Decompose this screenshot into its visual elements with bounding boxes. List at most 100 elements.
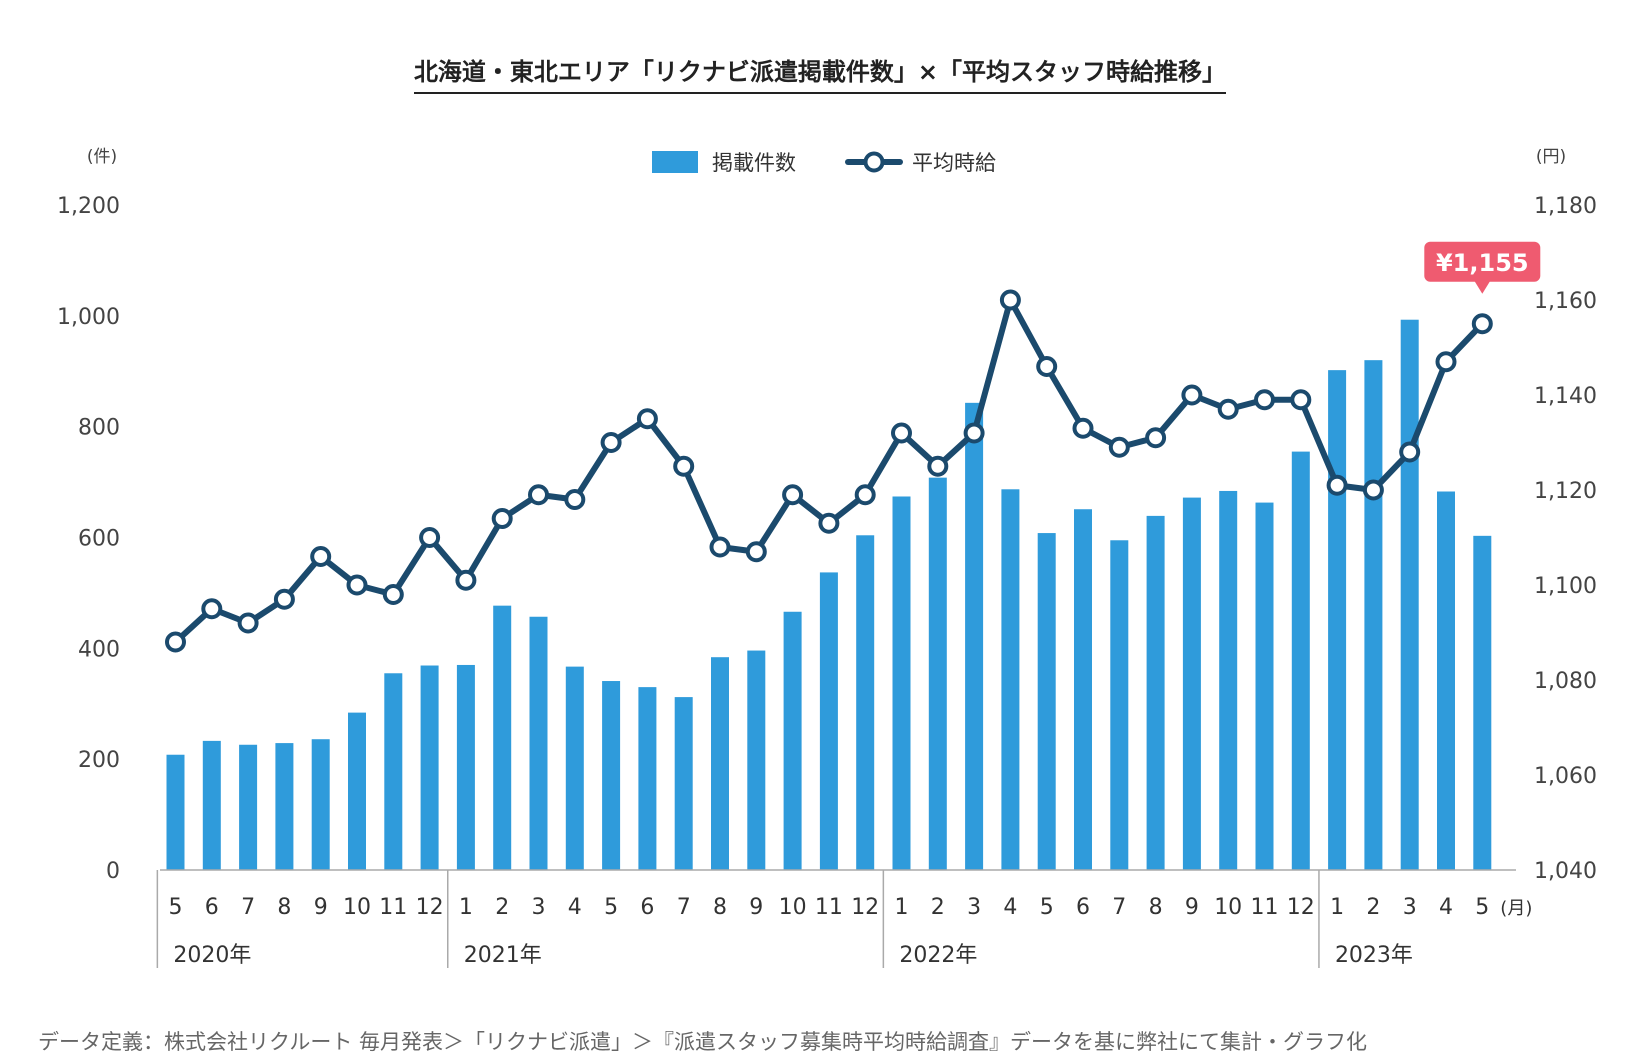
x-tick-label: 1 <box>895 895 909 920</box>
x-tick-label: 3 <box>532 895 546 920</box>
line-point <box>528 484 549 506</box>
right-axis-tick-label: 1,140 <box>1534 384 1597 409</box>
bar <box>819 572 838 870</box>
x-tick-label: 3 <box>1403 895 1417 920</box>
legend-line-marker <box>863 151 885 173</box>
line-point <box>491 508 513 529</box>
right-axis-tick-label: 1,160 <box>1534 289 1597 314</box>
bar <box>1001 489 1020 870</box>
line-point <box>745 541 767 563</box>
bar <box>1255 502 1274 870</box>
right-axis-tick-label: 1,060 <box>1534 764 1597 789</box>
year-label: 2021年 <box>464 943 542 968</box>
right-axis-tick-label: 1,180 <box>1534 194 1597 219</box>
line-point <box>782 484 804 506</box>
annotation: ¥1,155 <box>1424 241 1541 294</box>
x-tick-label: 1 <box>1330 895 1344 920</box>
line-point <box>999 289 1021 311</box>
left-axis-tick-label: 600 <box>78 527 120 552</box>
bar <box>348 712 366 870</box>
bar <box>565 666 584 870</box>
bar <box>674 697 693 870</box>
line-point <box>237 612 259 634</box>
bar <box>384 673 403 870</box>
annotation-label: ¥1,155 <box>1436 249 1529 277</box>
line-point <box>1145 427 1167 449</box>
x-tick-label: 5 <box>169 895 183 920</box>
x-tick-label: 5 <box>1475 895 1489 920</box>
chart-svg: (件) 0 200 400 600 800 1,000 1,200 (円) 1,040 1,060… <box>57 147 1597 968</box>
line-point <box>201 598 223 620</box>
line-point <box>927 455 949 477</box>
line-point <box>310 546 332 567</box>
left-axis-tick-label: 0 <box>106 859 120 884</box>
legend: 掲載件数 平均時給 <box>652 151 996 175</box>
bar <box>1219 490 1238 870</box>
x-tick-label: 5 <box>1040 895 1054 920</box>
x-tick-label: 9 <box>1185 895 1199 920</box>
bar <box>928 477 947 870</box>
right-axis-tick-label: 1,120 <box>1534 479 1597 504</box>
bar <box>602 681 621 870</box>
left-axis-tick-label: 1,200 <box>57 194 120 219</box>
x-axis: 5 6 7 8 9 10 11 12 1 2 3 4 5 6 7 8 9 10 11 12 1 2 3 4 5 6 7 8 9 10 11 1… <box>156 869 1532 968</box>
legend-line-label: 平均時給 <box>912 151 996 175</box>
line-point <box>891 422 912 444</box>
bar <box>239 744 258 870</box>
line-point <box>600 432 622 453</box>
line-point <box>1290 389 1312 411</box>
bar <box>493 605 512 870</box>
line-point <box>1362 479 1384 501</box>
x-tick-label: 11 <box>379 895 407 920</box>
x-tick-label: 10 <box>779 895 807 920</box>
bar <box>638 687 657 870</box>
bar <box>1400 319 1419 870</box>
line-point <box>1108 436 1130 458</box>
x-tick-label: 9 <box>314 895 328 920</box>
x-tick-label: 7 <box>241 895 255 920</box>
x-tick-label: 3 <box>967 895 981 920</box>
x-tick-label: 9 <box>749 895 763 920</box>
x-tick-label: 12 <box>851 895 879 920</box>
right-axis-tick-label: 1,040 <box>1534 859 1597 884</box>
x-tick-label: 1 <box>459 895 473 920</box>
bar <box>202 740 221 870</box>
line-point <box>455 569 477 591</box>
x-tick-label: 8 <box>713 895 727 920</box>
line-point <box>419 527 441 548</box>
legend-bar-label: 掲載件数 <box>712 151 796 175</box>
legend-bar-swatch <box>652 151 698 173</box>
right-axis-unit: (円) <box>1536 147 1566 167</box>
left-axis-tick-label: 400 <box>78 637 120 662</box>
bar <box>456 664 475 870</box>
left-axis-unit: (件) <box>87 147 117 167</box>
x-tick-label: 12 <box>1287 895 1315 920</box>
x-tick-label: 8 <box>1149 895 1163 920</box>
line-point <box>1036 356 1058 377</box>
footnote: データ定義：株式会社リクルート 毎月発表＞「リクナビ派遣」＞『派遣スタッフ募集時… <box>38 1030 1368 1054</box>
x-tick-label: 5 <box>604 895 618 920</box>
line-point <box>273 588 295 610</box>
x-tick-label: 4 <box>1003 895 1017 920</box>
x-tick-label: 4 <box>568 895 582 920</box>
x-tick-label: 2 <box>1366 895 1380 920</box>
line-point <box>382 584 404 605</box>
bar <box>1437 491 1455 870</box>
year-label: 2023年 <box>1335 943 1413 968</box>
chart-title-text: 北海道・東北エリア「リクナビ派遣掲載件数」×「平均スタッフ時給推移」 <box>413 58 1227 94</box>
x-tick-label: 7 <box>1112 895 1126 920</box>
x-tick-label: 11 <box>815 895 843 920</box>
line-point <box>564 489 586 510</box>
line-series <box>165 289 1493 653</box>
line-point <box>1435 351 1457 373</box>
x-tick-label: 6 <box>1076 895 1090 920</box>
x-tick-label: 6 <box>205 895 219 920</box>
left-axis-tick-label: 1,000 <box>57 305 120 330</box>
x-tick-label: 8 <box>277 895 291 920</box>
bar <box>783 611 802 870</box>
line-point <box>636 408 658 430</box>
bar <box>1146 515 1165 870</box>
left-axis: (件) 0 200 400 600 800 1,000 1,200 <box>57 147 120 884</box>
year-label: 2020年 <box>173 943 251 968</box>
